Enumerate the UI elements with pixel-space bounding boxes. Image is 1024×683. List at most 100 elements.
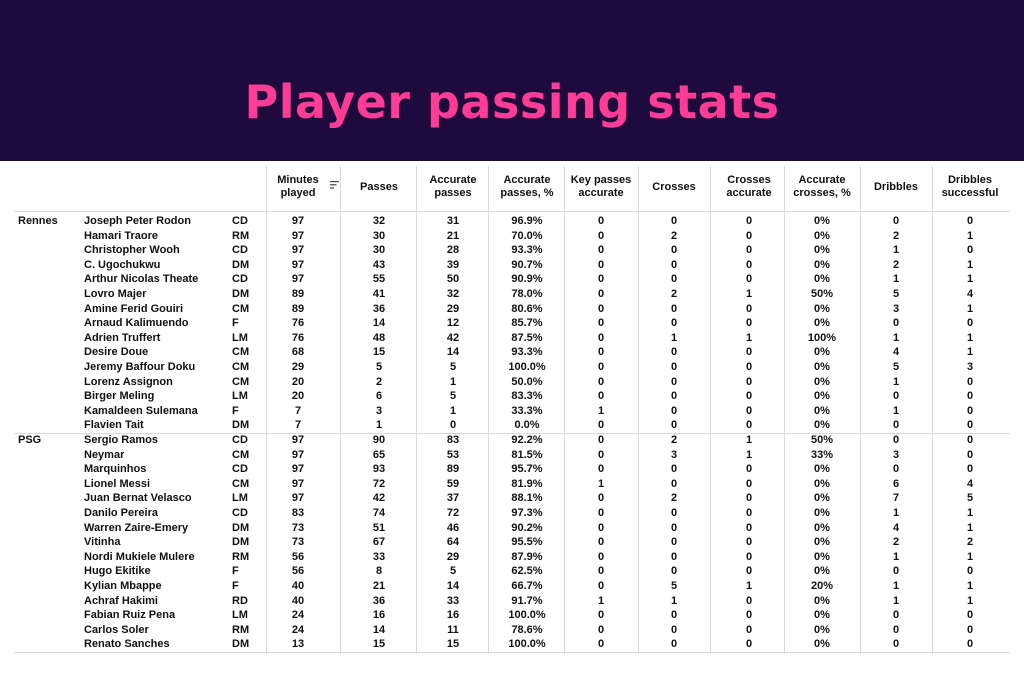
minutes-played-cell: 97 [291, 215, 305, 227]
dribbles-successful-cell: 2 [966, 536, 974, 549]
accurate-passes-pct-cell: 95.7% [511, 463, 543, 476]
player-name-cell: Hugo Ekitike [84, 565, 151, 578]
minutes-played-cell: 56 [291, 565, 305, 578]
crosses-accurate-cell: 0 [745, 609, 753, 622]
header-minutes-played[interactable]: Minutes played [270, 174, 326, 200]
passes-cell: 93 [372, 463, 386, 476]
header-label-line: passes, % [500, 187, 554, 199]
key-passes-cell: 1 [597, 404, 605, 417]
player-name-cell: Lorenz Assignon [84, 375, 173, 388]
position-cell: RM [232, 550, 250, 563]
header-crosses-accurate[interactable]: Crosses accurate [714, 174, 784, 200]
key-passes-cell: 0 [597, 288, 605, 300]
header-accurate-crosses-pct[interactable]: Accurate crosses, % [786, 174, 858, 200]
header-dribbles-successful[interactable]: Dribbles successful [934, 174, 1006, 200]
crosses-cell: 1 [670, 594, 678, 607]
team-cell [18, 477, 82, 492]
accurate-crosses-pct-cell: 0% [814, 302, 830, 315]
crosses-cell: 0 [670, 317, 678, 330]
crosses-accurate-cell: 1 [745, 448, 753, 461]
crosses-cell: 0 [670, 565, 678, 578]
accurate-passes-cell: 28 [446, 244, 460, 257]
accurate-passes-cell: 21 [446, 229, 460, 242]
crosses-accurate-cell: 0 [745, 375, 753, 388]
accurate-crosses-pct-cell: 0% [814, 507, 830, 519]
header-dribbles[interactable]: Dribbles [862, 181, 930, 194]
passes-cell: 48 [372, 331, 386, 344]
minutes-played-cell: 68 [291, 346, 305, 359]
crosses-accurate-cell: 0 [745, 273, 753, 286]
crosses-accurate-cell: 1 [745, 331, 753, 344]
dribbles-successful-cell: 1 [966, 229, 974, 242]
position-cell: CD [232, 434, 248, 446]
header-key-passes[interactable]: Key passes accurate [566, 174, 636, 200]
position-cell: DM [232, 419, 250, 432]
passing-stats-table: Minutes played Passes Accurate passes Accurat… [14, 166, 1010, 654]
passes-cell: 33 [372, 550, 386, 563]
dribbles-successful-cell: 1 [966, 594, 974, 607]
team-cell [18, 287, 82, 302]
key-passes-cell: 0 [597, 580, 605, 592]
key-passes-cell: 0 [597, 244, 605, 257]
header-accurate-passes[interactable]: Accurate passes [420, 174, 486, 200]
column-divider [416, 166, 417, 654]
passes-cell: 55 [372, 273, 386, 286]
accurate-passes-cell: 5 [449, 361, 457, 373]
header-passes[interactable]: Passes [344, 181, 414, 194]
position-cell: DM [232, 536, 250, 549]
column-divider [932, 166, 933, 654]
header-label-line: accurate [726, 187, 772, 199]
accurate-passes-cell: 46 [446, 521, 460, 534]
dribbles-successful-cell: 0 [966, 623, 974, 636]
player-name-cell: Hamari Traore [84, 229, 158, 242]
player-name-cell: Neymar [84, 448, 125, 461]
accurate-passes-pct-cell: 92.2% [511, 434, 543, 446]
team-cell [18, 608, 82, 623]
crosses-cell: 0 [670, 346, 678, 359]
crosses-cell: 2 [670, 288, 678, 300]
player-name-cell: Desire Doue [84, 346, 149, 359]
passes-cell: 32 [372, 215, 386, 227]
crosses-cell: 0 [670, 244, 678, 257]
minutes-played-cell: 97 [291, 492, 305, 505]
position-cell: CM [232, 477, 250, 490]
player-name-cell: Amine Ferid Gouiri [84, 302, 184, 315]
dribbles-successful-cell: 4 [966, 477, 974, 490]
header-crosses[interactable]: Crosses [641, 181, 707, 194]
dribbles-successful-cell: 0 [966, 244, 974, 257]
crosses-accurate-cell: 0 [745, 244, 753, 257]
dribbles-cell: 1 [892, 507, 900, 519]
dribbles-cell: 5 [892, 361, 900, 373]
position-cell: CD [232, 463, 248, 476]
dribbles-successful-cell: 1 [966, 273, 974, 286]
key-passes-cell: 0 [597, 623, 605, 636]
accurate-passes-pct-cell: 62.5% [511, 565, 543, 578]
accurate-passes-pct-cell: 81.5% [511, 448, 543, 461]
crosses-cell: 0 [670, 390, 678, 403]
sort-descending-icon[interactable] [330, 180, 340, 193]
accurate-passes-cell: 39 [446, 258, 460, 271]
accurate-passes-pct-cell: 85.7% [511, 317, 543, 330]
team-cell [18, 243, 82, 258]
team-cell [18, 506, 82, 521]
player-name-cell: Achraf Hakimi [84, 594, 158, 607]
dribbles-cell: 2 [892, 229, 900, 242]
header-accurate-passes-pct[interactable]: Accurate passes, % [490, 174, 564, 200]
accurate-crosses-pct-cell: 0% [814, 346, 830, 359]
minutes-played-cell: 40 [291, 580, 305, 592]
accurate-passes-cell: 0 [449, 419, 457, 432]
crosses-accurate-cell: 0 [745, 536, 753, 549]
accurate-passes-pct-cell: 91.7% [511, 594, 543, 607]
dribbles-cell: 3 [892, 302, 900, 315]
crosses-cell: 0 [670, 404, 678, 417]
accurate-passes-cell: 5 [449, 390, 457, 403]
crosses-cell: 0 [670, 258, 678, 271]
dribbles-cell: 0 [892, 623, 900, 636]
position-cell: LM [232, 492, 248, 505]
position-cell: DM [232, 521, 250, 534]
dribbles-successful-cell: 0 [966, 419, 974, 432]
dribbles-successful-cell: 0 [966, 375, 974, 388]
dribbles-cell: 0 [892, 215, 900, 227]
accurate-passes-cell: 83 [446, 434, 460, 446]
table-bottom-line [14, 652, 1010, 653]
